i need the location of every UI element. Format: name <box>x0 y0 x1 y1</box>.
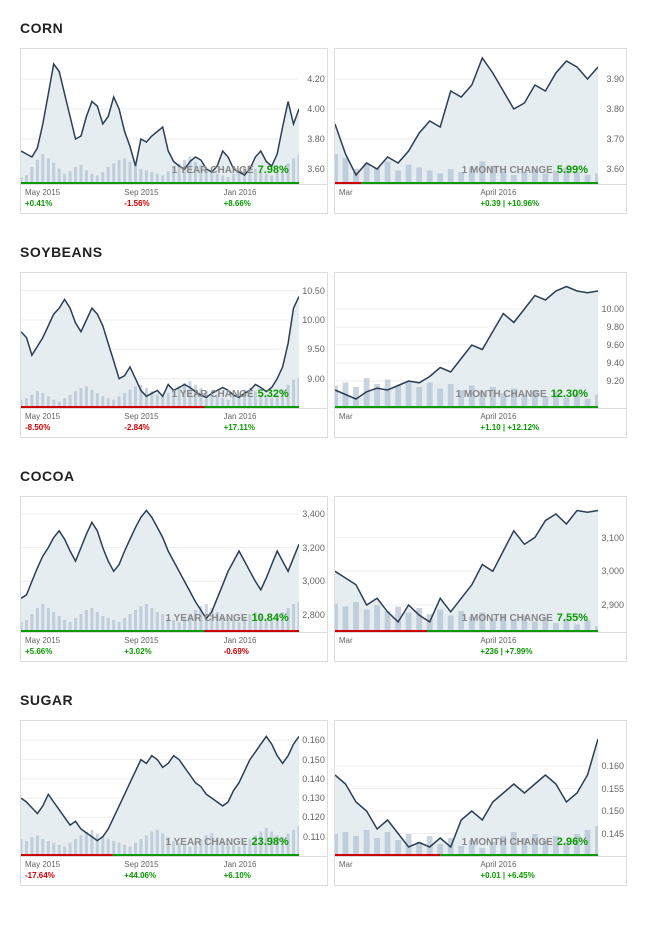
y-tick-label: 9.80 <box>606 322 624 332</box>
chart-footer: Mar April 2016 +0.39 | +10.96% <box>335 184 626 213</box>
chart-plot: 9.009.5010.0010.50 1 YEAR CHANGE 5.32% <box>21 273 327 408</box>
y-tick-label: 4.20 <box>307 74 325 84</box>
y-tick-label: 3,200 <box>302 543 325 553</box>
footer-cell: May 2015 -17.64% <box>25 859 124 881</box>
y-tick-label: 0.160 <box>302 735 325 745</box>
y-tick-label: 0.145 <box>601 829 624 839</box>
chart-panel: 2,8003,0003,2003,400 1 YEAR CHANGE 10.84… <box>20 496 328 662</box>
chart-row: 3.603.804.004.20 1 YEAR CHANGE 7.98% May… <box>20 48 627 214</box>
chart-plot: 3.603.703.803.90 1 MONTH CHANGE 5.99% <box>335 49 626 184</box>
chart-plot: 2,8003,0003,2003,400 1 YEAR CHANGE 10.84… <box>21 497 327 632</box>
y-tick-label: 3.60 <box>606 164 624 174</box>
chart-panel: 9.009.5010.0010.50 1 YEAR CHANGE 5.32% M… <box>20 272 328 438</box>
chart-plot: 3.603.804.004.20 1 YEAR CHANGE 7.98% <box>21 49 327 184</box>
footer-cell: Sep 2015 +3.02% <box>124 635 223 657</box>
y-tick-label: 9.20 <box>606 376 624 386</box>
commodity-title: SOYBEANS <box>20 244 627 260</box>
y-tick-label: 3.70 <box>606 134 624 144</box>
y-tick-label: 10.00 <box>302 315 325 325</box>
y-tick-label: 3.90 <box>606 74 624 84</box>
footer-cell: April 2016 +1.10 | +12.12% <box>480 411 622 433</box>
chart-panel: 3.603.804.004.20 1 YEAR CHANGE 7.98% May… <box>20 48 328 214</box>
commodity-cocoa: COCOA 2,8003,0003,2003,400 1 YEAR CHANGE… <box>20 468 627 662</box>
chart-row: 0.1100.1200.1300.1400.1500.160 1 YEAR CH… <box>20 720 627 886</box>
y-tick-label: 3,400 <box>302 509 325 519</box>
chart-footer: May 2015 +0.41% Sep 2015 -1.56% Jan 2016… <box>21 184 327 213</box>
footer-cell: May 2015 -8.50% <box>25 411 124 433</box>
y-tick-label: 9.50 <box>307 344 325 354</box>
y-tick-label: 0.160 <box>601 761 624 771</box>
chart-plot: 0.1100.1200.1300.1400.1500.160 1 YEAR CH… <box>21 721 327 856</box>
y-tick-label: 4.00 <box>307 104 325 114</box>
footer-cell: April 2016 +0.39 | +10.96% <box>480 187 622 209</box>
footer-cell: Jan 2016 -0.69% <box>224 635 323 657</box>
y-tick-label: 0.110 <box>303 832 325 842</box>
footer-cell: April 2016 +0.01 | +6.45% <box>480 859 622 881</box>
y-tick-label: 0.130 <box>302 793 325 803</box>
y-tick-label: 0.120 <box>302 812 325 822</box>
y-tick-label: 2,900 <box>601 600 624 610</box>
footer-cell: Sep 2015 -2.84% <box>124 411 223 433</box>
footer-cell: Mar <box>339 635 481 657</box>
chart-footer: Mar April 2016 +0.01 | +6.45% <box>335 856 626 885</box>
chart-row: 2,8003,0003,2003,400 1 YEAR CHANGE 10.84… <box>20 496 627 662</box>
chart-plot: 9.209.409.609.8010.00 1 MONTH CHANGE 12.… <box>335 273 626 408</box>
y-tick-label: 3,000 <box>302 576 325 586</box>
y-tick-label: 2,800 <box>302 610 325 620</box>
y-tick-label: 10.00 <box>601 304 624 314</box>
footer-cell: Mar <box>339 859 481 881</box>
footer-cell: Jan 2016 +17.11% <box>224 411 323 433</box>
y-tick-label: 0.150 <box>302 755 325 765</box>
chart-panel: 2,9003,0003,100 1 MONTH CHANGE 7.55% Mar… <box>334 496 627 662</box>
chart-panel: 0.1100.1200.1300.1400.1500.160 1 YEAR CH… <box>20 720 328 886</box>
y-tick-label: 3.60 <box>307 164 325 174</box>
commodity-corn: CORN 3.603.804.004.20 1 YEAR CHANGE 7.98… <box>20 20 627 214</box>
footer-cell: Sep 2015 -1.56% <box>124 187 223 209</box>
chart-footer: May 2015 -17.64% Sep 2015 +44.06% Jan 20… <box>21 856 327 885</box>
chart-footer: May 2015 +5.66% Sep 2015 +3.02% Jan 2016… <box>21 632 327 661</box>
y-tick-label: 0.140 <box>302 774 325 784</box>
y-tick-label: 3.80 <box>606 104 624 114</box>
y-tick-label: 3,000 <box>601 566 624 576</box>
footer-cell: Jan 2016 +6.10% <box>224 859 323 881</box>
y-tick-label: 3,100 <box>601 533 624 543</box>
footer-cell: Jan 2016 +8.66% <box>224 187 323 209</box>
y-tick-label: 10.50 <box>302 286 325 296</box>
chart-plot: 2,9003,0003,100 1 MONTH CHANGE 7.55% <box>335 497 626 632</box>
chart-plot: 0.1450.1500.1550.160 1 MONTH CHANGE 2.96… <box>335 721 626 856</box>
chart-row: 9.009.5010.0010.50 1 YEAR CHANGE 5.32% M… <box>20 272 627 438</box>
y-tick-label: 9.40 <box>606 358 624 368</box>
footer-cell: May 2015 +0.41% <box>25 187 124 209</box>
commodity-title: COCOA <box>20 468 627 484</box>
chart-panel: 9.209.409.609.8010.00 1 MONTH CHANGE 12.… <box>334 272 627 438</box>
footer-cell: April 2016 +236 | +7.99% <box>480 635 622 657</box>
y-tick-label: 0.150 <box>601 806 624 816</box>
footer-cell: May 2015 +5.66% <box>25 635 124 657</box>
chart-footer: Mar April 2016 +1.10 | +12.12% <box>335 408 626 437</box>
chart-panel: 3.603.703.803.90 1 MONTH CHANGE 5.99% Ma… <box>334 48 627 214</box>
y-tick-label: 9.60 <box>606 340 624 350</box>
y-tick-label: 0.155 <box>601 784 624 794</box>
y-tick-label: 3.80 <box>307 134 325 144</box>
footer-cell: Mar <box>339 411 481 433</box>
y-tick-label: 9.00 <box>307 374 325 384</box>
chart-footer: May 2015 -8.50% Sep 2015 -2.84% Jan 2016… <box>21 408 327 437</box>
footer-cell: Mar <box>339 187 481 209</box>
commodity-sugar: SUGAR 0.1100.1200.1300.1400.1500.160 1 Y… <box>20 692 627 886</box>
footer-cell: Sep 2015 +44.06% <box>124 859 223 881</box>
commodity-title: SUGAR <box>20 692 627 708</box>
chart-panel: 0.1450.1500.1550.160 1 MONTH CHANGE 2.96… <box>334 720 627 886</box>
chart-footer: Mar April 2016 +236 | +7.99% <box>335 632 626 661</box>
commodity-title: CORN <box>20 20 627 36</box>
commodity-soybeans: SOYBEANS 9.009.5010.0010.50 1 YEAR CHANG… <box>20 244 627 438</box>
